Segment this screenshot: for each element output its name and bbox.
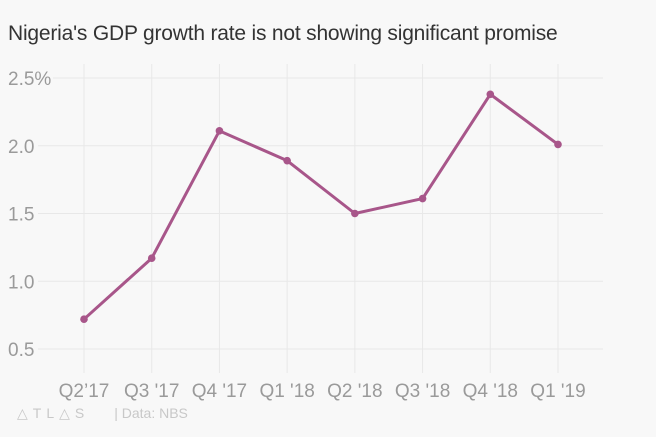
series-line (82, 92, 560, 321)
data-point (554, 140, 562, 149)
data-point (80, 315, 88, 323)
x-tick-label: Q2’17 (59, 381, 110, 402)
y-tick-label: 2.0 (8, 137, 34, 158)
data-point (351, 209, 359, 218)
y-tick-label: 2.5% (8, 69, 51, 90)
data-source: | Data: NBS (114, 405, 188, 421)
x-tick-label: Q3 '18 (395, 381, 450, 402)
x-axis-labels: Q2’17 Q3 '17 Q4 '17 Q1 '18 Q2 '18 Q3 '18 Q4 '1… (59, 381, 586, 402)
y-tick-label: 1.0 (8, 272, 34, 293)
series-layer (80, 90, 562, 323)
x-gridlines (83, 64, 559, 373)
x-tick-label: Q3 '17 (124, 381, 179, 402)
x-tick-label: Q1 '19 (530, 381, 585, 402)
y-tick-label: 1.5 (8, 205, 34, 226)
data-point (486, 90, 495, 99)
x-tick-label: Q1 '18 (259, 381, 314, 402)
x-tick-label: Q4 '17 (192, 381, 247, 402)
x-tick-label: Q2 '18 (327, 381, 382, 402)
atlas-logo: △TL△S (17, 404, 90, 421)
data-point (147, 254, 156, 263)
y-tick-label: 0.5 (8, 340, 34, 361)
chart-footer: △TL△S | Data: NBS (17, 403, 188, 423)
chart-title: Nigeria's GDP growth rate is not showing… (8, 22, 558, 45)
data-point (215, 127, 224, 135)
y-axis-labels: 0.5 1.0 1.5 2.0 2.5% (8, 69, 51, 361)
x-tick-label: Q4 '18 (463, 381, 518, 402)
data-point (418, 194, 427, 203)
y-gridlines (38, 77, 603, 350)
data-point (283, 156, 291, 165)
